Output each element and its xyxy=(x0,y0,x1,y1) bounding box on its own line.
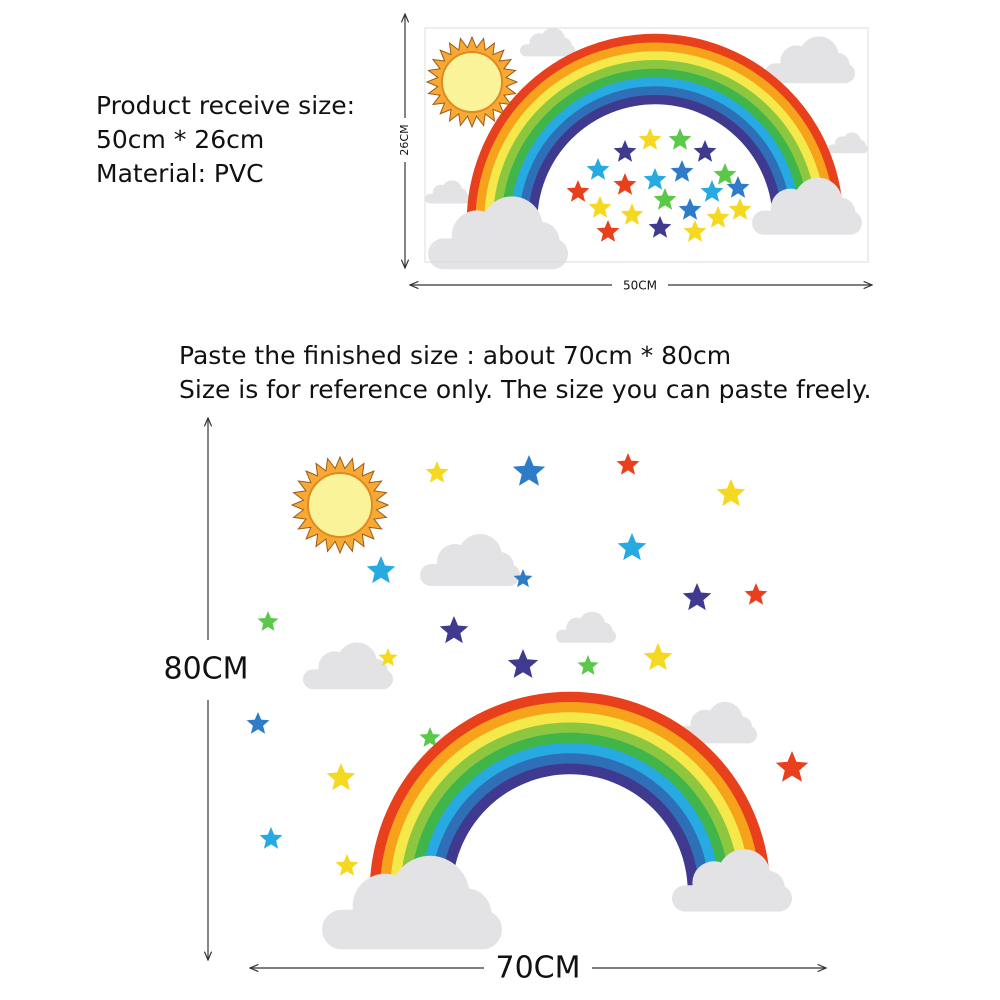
star xyxy=(728,198,752,220)
info-line: 50cm * 26cm xyxy=(96,125,264,154)
cloud xyxy=(751,870,785,905)
rainbow-band xyxy=(519,86,791,223)
cloud xyxy=(454,188,468,201)
sticker-sheet xyxy=(424,27,869,263)
cloud xyxy=(486,552,514,580)
star xyxy=(716,479,746,507)
rainbow-band xyxy=(390,712,750,893)
rainbow-band xyxy=(466,33,844,223)
dimension-label: 70CM xyxy=(495,951,580,986)
star xyxy=(617,533,647,561)
star xyxy=(775,751,809,782)
cloud xyxy=(824,197,856,229)
star xyxy=(366,556,396,584)
dimension-label: 80CM xyxy=(163,652,248,687)
star xyxy=(588,196,612,218)
cloud xyxy=(520,221,560,261)
star xyxy=(335,854,359,876)
dimension-label: 26CM xyxy=(398,124,411,155)
rainbow-band xyxy=(484,51,826,223)
star xyxy=(670,160,694,182)
star xyxy=(326,763,356,791)
rainbow-band xyxy=(431,753,709,893)
star xyxy=(682,583,712,611)
star xyxy=(613,140,637,162)
star xyxy=(425,461,449,483)
star xyxy=(668,128,692,150)
star xyxy=(513,569,533,588)
rainbow-band xyxy=(441,763,699,893)
sun xyxy=(307,472,373,538)
star xyxy=(638,128,662,150)
star xyxy=(246,712,270,734)
star xyxy=(693,140,717,162)
info-line: Product receive size: xyxy=(96,91,355,120)
star xyxy=(620,203,644,225)
star xyxy=(744,583,768,605)
star xyxy=(643,643,673,671)
star xyxy=(653,188,677,210)
star xyxy=(678,198,702,220)
rainbow-band xyxy=(501,68,809,223)
star xyxy=(259,827,283,849)
rainbow-band xyxy=(492,59,818,223)
star xyxy=(726,176,750,198)
sun xyxy=(441,51,503,113)
rainbow-band xyxy=(420,742,720,893)
cloud xyxy=(824,52,850,78)
star xyxy=(706,206,730,228)
star xyxy=(648,216,672,238)
star xyxy=(439,616,469,644)
star xyxy=(577,655,599,675)
star xyxy=(507,649,539,678)
rainbow-band xyxy=(527,94,783,223)
cloud xyxy=(362,658,388,684)
star xyxy=(596,220,620,242)
rainbow-band xyxy=(410,732,730,893)
rainbow-band xyxy=(400,722,740,893)
rainbow-band xyxy=(379,701,761,893)
star xyxy=(616,453,640,475)
cloud xyxy=(854,139,866,151)
info-line: Size is for reference only. The size you… xyxy=(179,375,871,404)
star xyxy=(700,180,724,202)
cloud xyxy=(595,622,613,640)
star xyxy=(613,173,637,195)
info-line: Material: PVC xyxy=(96,159,264,188)
cloud xyxy=(729,716,753,739)
star xyxy=(713,163,737,185)
star xyxy=(643,168,667,190)
cloud xyxy=(556,37,572,54)
star xyxy=(512,455,546,486)
artwork xyxy=(246,27,868,950)
dimension-label: 50CM xyxy=(623,279,657,293)
star xyxy=(419,727,441,747)
star xyxy=(586,158,610,180)
star xyxy=(683,220,707,242)
cloud xyxy=(440,888,492,939)
rainbow-band xyxy=(369,691,771,893)
info-line: Paste the finished size : about 70cm * 8… xyxy=(179,341,731,370)
star xyxy=(257,611,279,631)
rainbow-band xyxy=(475,42,835,223)
star xyxy=(378,648,398,667)
rainbow-band xyxy=(510,77,800,223)
star xyxy=(566,180,590,202)
